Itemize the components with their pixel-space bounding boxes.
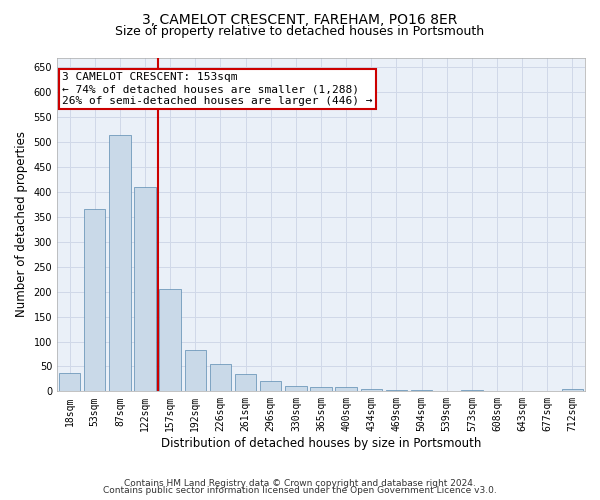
Text: Size of property relative to detached houses in Portsmouth: Size of property relative to detached ho… bbox=[115, 25, 485, 38]
Bar bbox=[134, 187, 156, 392]
Bar bbox=[260, 381, 281, 392]
Bar bbox=[109, 134, 131, 392]
Bar bbox=[562, 390, 583, 392]
Bar bbox=[210, 364, 231, 392]
Bar bbox=[310, 388, 332, 392]
X-axis label: Distribution of detached houses by size in Portsmouth: Distribution of detached houses by size … bbox=[161, 437, 481, 450]
Text: Contains HM Land Registry data © Crown copyright and database right 2024.: Contains HM Land Registry data © Crown c… bbox=[124, 478, 476, 488]
Bar bbox=[335, 388, 357, 392]
Text: 3 CAMELOT CRESCENT: 153sqm
← 74% of detached houses are smaller (1,288)
26% of s: 3 CAMELOT CRESCENT: 153sqm ← 74% of deta… bbox=[62, 72, 373, 106]
Text: Contains public sector information licensed under the Open Government Licence v3: Contains public sector information licen… bbox=[103, 486, 497, 495]
Bar bbox=[386, 390, 407, 392]
Bar bbox=[84, 210, 106, 392]
Bar bbox=[59, 373, 80, 392]
Bar bbox=[361, 389, 382, 392]
Text: 3, CAMELOT CRESCENT, FAREHAM, PO16 8ER: 3, CAMELOT CRESCENT, FAREHAM, PO16 8ER bbox=[142, 12, 458, 26]
Bar bbox=[411, 390, 432, 392]
Bar bbox=[461, 390, 482, 392]
Bar bbox=[160, 289, 181, 392]
Bar bbox=[285, 386, 307, 392]
Bar bbox=[185, 350, 206, 392]
Bar bbox=[235, 374, 256, 392]
Y-axis label: Number of detached properties: Number of detached properties bbox=[15, 132, 28, 318]
